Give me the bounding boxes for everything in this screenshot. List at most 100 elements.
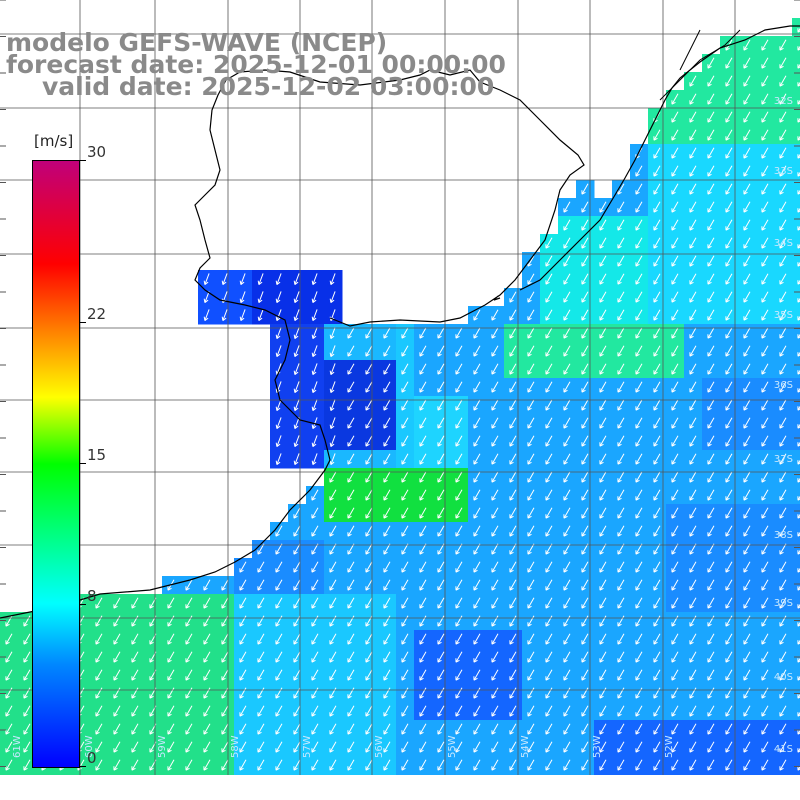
wind-arrow xyxy=(725,57,733,69)
wind-arrow xyxy=(779,687,787,699)
wind-arrow xyxy=(653,615,661,627)
wind-arrow xyxy=(725,129,733,141)
colorbar-tick-label: 8 xyxy=(87,587,97,606)
wind-arrow xyxy=(545,651,553,663)
wind-arrow xyxy=(473,741,481,753)
wind-arrow xyxy=(275,633,283,645)
wind-arrow xyxy=(671,381,679,393)
wind-arrow xyxy=(671,453,679,465)
wind-arrow xyxy=(473,327,481,339)
wind-arrow xyxy=(581,561,589,573)
wind-arrow xyxy=(311,579,319,591)
wind-arrow xyxy=(617,597,625,609)
latitude-label: 33S xyxy=(774,166,793,177)
wind-arrow xyxy=(653,327,661,339)
wind-arrow xyxy=(707,687,715,699)
wind-arrow xyxy=(131,633,139,645)
wind-arrow xyxy=(347,507,355,519)
wind-arrow xyxy=(779,381,787,393)
wind-arrow xyxy=(707,147,715,159)
wind-arrow xyxy=(401,705,409,717)
wind-arrow xyxy=(725,723,733,735)
wind-arrow xyxy=(689,759,697,771)
wind-speed-cell xyxy=(792,414,800,433)
wind-arrow xyxy=(347,417,355,429)
wind-arrow xyxy=(599,759,607,771)
wind-arrow xyxy=(437,345,445,357)
wind-arrow xyxy=(203,741,211,753)
colorbar-tick xyxy=(80,463,86,464)
longitude-label: 58W xyxy=(230,735,241,758)
wind-arrow xyxy=(617,345,625,357)
wind-arrow xyxy=(707,399,715,411)
wind-arrow xyxy=(635,489,643,501)
wind-arrow xyxy=(671,273,679,285)
wind-arrow xyxy=(347,471,355,483)
wind-arrow xyxy=(293,345,300,357)
wind-arrow xyxy=(437,615,445,627)
wind-arrow xyxy=(707,705,715,717)
wind-arrow xyxy=(761,75,769,87)
wind-arrow xyxy=(707,381,715,393)
wind-arrow xyxy=(239,651,247,663)
wind-arrow xyxy=(563,381,571,393)
wind-arrow xyxy=(707,237,715,249)
wind-arrow xyxy=(437,723,445,735)
wind-arrow xyxy=(455,723,463,735)
wind-arrow xyxy=(383,597,391,609)
wind-arrow xyxy=(779,93,787,105)
wind-arrow xyxy=(689,687,697,699)
wind-arrow xyxy=(311,345,318,357)
wind-speed-cell xyxy=(792,36,800,55)
wind-arrow xyxy=(617,399,625,411)
wind-arrow xyxy=(509,381,517,393)
longitude-label: 57W xyxy=(302,735,313,758)
wind-arrow xyxy=(419,633,427,645)
wind-arrow xyxy=(779,543,787,555)
wind-arrow xyxy=(167,615,175,627)
wind-arrow xyxy=(707,741,715,753)
wind-arrow xyxy=(743,669,751,681)
wind-arrow xyxy=(545,561,553,573)
wind-arrow xyxy=(671,363,679,375)
wind-speed-cell xyxy=(792,720,800,739)
wind-arrow xyxy=(383,453,391,465)
wind-arrow xyxy=(599,705,607,717)
wind-arrow xyxy=(365,561,373,573)
wind-arrow xyxy=(419,471,427,483)
wind-arrow xyxy=(689,273,697,285)
wind-arrow xyxy=(365,435,373,447)
wind-arrow xyxy=(563,417,571,429)
wind-arrow xyxy=(473,435,481,447)
wind-arrow xyxy=(689,147,697,159)
wind-arrow xyxy=(419,417,427,429)
wind-arrow xyxy=(689,327,697,339)
wind-arrow xyxy=(455,435,463,447)
wind-arrow xyxy=(707,363,715,375)
wind-speed-cell xyxy=(792,504,800,523)
wind-arrow xyxy=(185,579,193,591)
wind-arrow xyxy=(509,759,517,771)
wind-arrow xyxy=(203,291,210,303)
wind-arrow xyxy=(725,345,733,357)
wind-arrow xyxy=(329,399,336,411)
wind-arrow xyxy=(689,237,697,249)
wind-arrow xyxy=(563,669,571,681)
wind-arrow xyxy=(635,471,643,483)
wind-arrow xyxy=(203,759,211,771)
wind-arrow xyxy=(545,327,553,339)
wind-arrow xyxy=(761,633,769,645)
wind-arrow xyxy=(401,345,409,357)
wind-arrow xyxy=(347,705,355,717)
wind-speed-cell xyxy=(792,756,800,775)
wind-arrow xyxy=(653,669,661,681)
wind-speed-cell xyxy=(792,198,800,217)
wind-arrow xyxy=(581,525,589,537)
wind-arrow xyxy=(509,435,517,447)
wind-arrow xyxy=(689,363,697,375)
wind-arrow xyxy=(293,309,300,321)
wind-arrow xyxy=(401,543,409,555)
wind-arrow xyxy=(293,687,301,699)
wind-arrow xyxy=(563,435,571,447)
wind-speed-cell xyxy=(792,702,800,721)
